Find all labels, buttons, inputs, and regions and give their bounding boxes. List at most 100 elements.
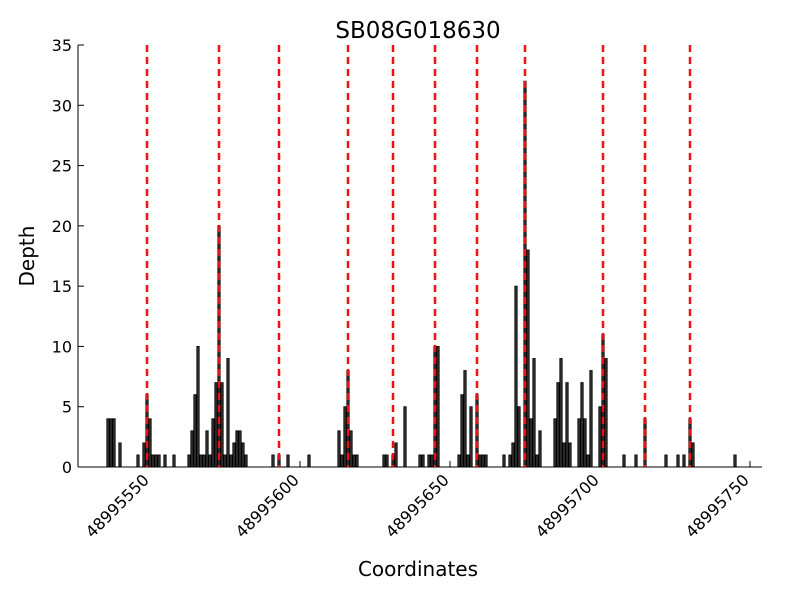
bar [676, 454, 680, 468]
bar [478, 454, 482, 468]
bar [385, 454, 389, 468]
y-tick-label: 5 [62, 398, 72, 417]
bar [163, 454, 167, 468]
bar [457, 454, 461, 468]
bar [427, 454, 431, 468]
bar [187, 454, 191, 468]
bar [553, 418, 557, 468]
bar [226, 358, 230, 468]
bar [229, 454, 233, 468]
bar [211, 418, 215, 468]
bar [535, 454, 539, 468]
bar [565, 382, 569, 468]
bar [559, 358, 563, 468]
bar [682, 454, 686, 468]
bar [154, 454, 158, 468]
x-axis-label: Coordinates [358, 557, 478, 581]
bar [202, 454, 206, 468]
chart-title: SB08G018630 [335, 18, 500, 44]
bar [466, 454, 470, 468]
bar [214, 382, 218, 468]
bar [556, 382, 560, 468]
y-tick-label: 0 [62, 458, 72, 477]
y-tick-label: 30 [52, 96, 72, 115]
bar [421, 454, 425, 468]
y-tick-label: 20 [52, 217, 72, 236]
bar [430, 454, 434, 468]
bar [484, 454, 488, 468]
bar [586, 454, 590, 468]
y-tick-label: 25 [52, 157, 72, 176]
bar [151, 454, 155, 468]
bar [205, 430, 209, 468]
bar [418, 454, 422, 468]
bar [235, 430, 239, 468]
bar [463, 370, 467, 468]
bar [349, 430, 353, 468]
bar [223, 454, 227, 468]
bar [355, 454, 359, 468]
x-tick-label: 48995550 [82, 470, 153, 541]
x-tick-label: 48995700 [532, 470, 603, 541]
bar [580, 382, 584, 468]
bar [604, 358, 608, 468]
bar [136, 454, 140, 468]
bar [589, 370, 593, 468]
bar [286, 454, 290, 468]
bar [271, 454, 275, 468]
bar [664, 454, 668, 468]
bar [526, 249, 530, 468]
bar [307, 454, 311, 468]
bar [208, 454, 212, 468]
bar [172, 454, 176, 468]
bar [502, 454, 506, 468]
bar [481, 454, 485, 468]
bar [394, 442, 398, 468]
bar [577, 418, 581, 468]
x-tick-label: 48995750 [682, 470, 753, 541]
bar [622, 454, 626, 468]
bar [241, 442, 245, 468]
bar [238, 430, 242, 468]
bar [460, 394, 464, 468]
bar [514, 285, 518, 468]
bar [109, 418, 113, 468]
y-tick-label: 15 [52, 277, 72, 296]
bar [598, 406, 602, 468]
bar [529, 418, 533, 468]
x-tick-label: 48995600 [232, 470, 303, 541]
bar [436, 346, 440, 468]
bar [190, 430, 194, 468]
bar [106, 418, 110, 468]
x-tick-label: 48995650 [382, 470, 453, 541]
bar [199, 454, 203, 468]
bar [148, 418, 152, 468]
bar [403, 406, 407, 468]
bar [508, 454, 512, 468]
bar [733, 454, 737, 468]
bar [244, 454, 248, 468]
bar [511, 442, 515, 468]
bar [340, 454, 344, 468]
bar [112, 418, 116, 468]
y-axis-label: Depth [15, 226, 39, 287]
bar [337, 430, 341, 468]
y-tick-label: 35 [52, 36, 72, 55]
bar [343, 406, 347, 468]
bar [196, 346, 200, 468]
bar [118, 442, 122, 468]
bar [691, 442, 695, 468]
bar [142, 442, 146, 468]
bar [538, 430, 542, 468]
bar [157, 454, 161, 468]
bar [634, 454, 638, 468]
bar [220, 382, 224, 468]
bar [517, 406, 521, 468]
bar [352, 454, 356, 468]
bar [469, 406, 473, 468]
bar [562, 442, 566, 468]
bar [568, 442, 572, 468]
bar [382, 454, 386, 468]
bar [232, 442, 236, 468]
